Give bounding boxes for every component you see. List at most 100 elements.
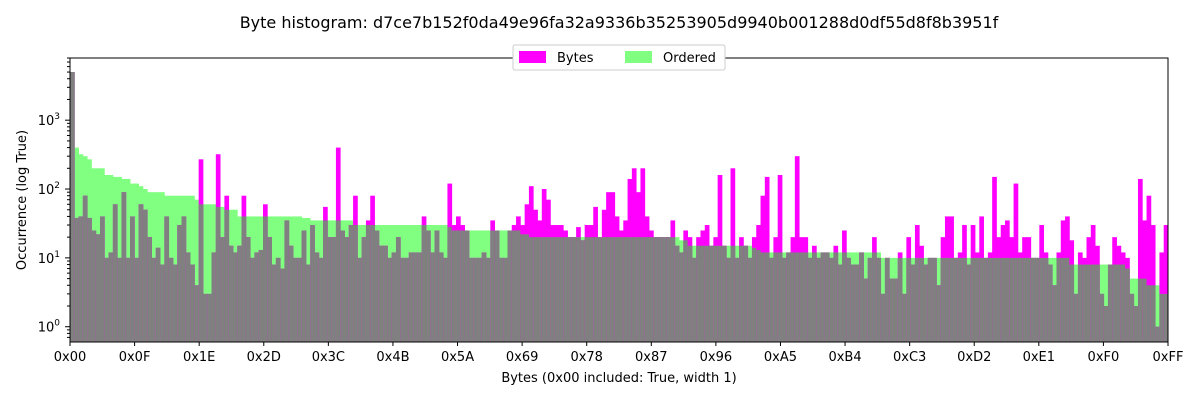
overlap-bar	[190, 264, 195, 342]
ordered-bar	[194, 199, 200, 342]
overlap-bar	[460, 230, 465, 342]
overlap-bar	[1073, 293, 1079, 342]
legend-swatch-ordered	[625, 51, 652, 63]
overlap-bar	[211, 252, 217, 342]
bytes-bar	[794, 156, 800, 342]
overlap-bar	[863, 278, 869, 342]
overlap-bar	[854, 264, 860, 342]
overlap-bar	[267, 237, 272, 342]
overlap-bar	[893, 278, 899, 342]
overlap-bar	[1013, 257, 1019, 342]
overlap-bar	[271, 264, 277, 342]
overlap-bar	[91, 230, 97, 342]
overlap-bar	[378, 245, 384, 342]
overlap-bar	[215, 206, 221, 342]
overlap-bar	[966, 264, 972, 342]
overlap-bar	[1043, 257, 1049, 342]
overlap-bar	[164, 216, 170, 342]
overlap-bar	[640, 237, 646, 342]
overlap-bar	[537, 237, 543, 342]
overlap-bar	[1005, 257, 1010, 342]
overlap-bar	[1030, 257, 1036, 342]
overlap-bar	[155, 247, 161, 342]
overlap-bar	[1155, 326, 1160, 342]
overlap-bar	[1137, 278, 1143, 342]
overlap-bar	[674, 245, 680, 342]
overlap-bar	[1052, 285, 1057, 342]
overlap-bar	[297, 257, 303, 342]
ordered-bar	[1103, 264, 1109, 342]
y-tick-label: 101	[38, 250, 60, 267]
overlap-bar	[859, 252, 864, 342]
bytes-bar	[1137, 178, 1143, 342]
overlap-bar	[914, 257, 920, 342]
overlap-bar	[957, 257, 963, 342]
overlap-bar	[507, 230, 513, 342]
overlap-bar	[245, 237, 251, 342]
overlap-bar	[421, 225, 427, 342]
legend: Bytes Ordered	[512, 44, 726, 71]
overlap-bar	[361, 237, 367, 342]
overlap-bar	[1133, 306, 1139, 342]
overlap-bar	[584, 237, 590, 342]
overlap-bar	[1120, 264, 1126, 342]
overlap-bar	[160, 264, 165, 342]
overlap-bar	[567, 237, 573, 342]
overlap-bar	[172, 264, 178, 342]
x-tick-label: 0x78	[570, 350, 603, 365]
legend-label-bytes: Bytes	[557, 51, 594, 66]
overlap-bar	[383, 245, 388, 342]
legend-label-ordered: Ordered	[663, 51, 716, 66]
chart-title: Byte histogram: d7ce7b152f0da49e96fa32a9…	[240, 13, 999, 32]
overlap-bar	[417, 252, 423, 342]
overlap-bar	[554, 237, 560, 342]
overlap-bar	[443, 257, 448, 342]
overlap-bar	[721, 245, 727, 342]
overlap-bar	[747, 257, 753, 342]
overlap-bar	[1000, 257, 1006, 342]
overlap-bar	[185, 252, 191, 342]
overlap-bar	[730, 245, 736, 342]
overlap-bar	[498, 257, 504, 342]
y-tick-label: 103	[38, 112, 60, 129]
x-tick-label: 0xB4	[828, 350, 861, 365]
overlap-bar	[1112, 264, 1117, 342]
overlap-bar	[237, 245, 242, 342]
overlap-bar	[979, 257, 984, 342]
overlap-bar	[121, 192, 127, 342]
overlap-bar	[962, 257, 967, 342]
x-tick-label: 0x0F	[119, 350, 151, 365]
overlap-bar	[807, 257, 813, 342]
overlap-bar	[889, 278, 894, 342]
overlap-bar	[940, 257, 946, 342]
overlap-bar	[400, 257, 405, 342]
overlap-bar	[365, 225, 371, 342]
overlap-bar	[927, 257, 933, 342]
overlap-bar	[970, 257, 976, 342]
overlap-bar	[777, 252, 783, 342]
overlap-bar	[936, 285, 942, 342]
overlap-bar	[850, 264, 856, 342]
overlap-bar	[588, 237, 594, 342]
bytes-bar	[1163, 225, 1169, 342]
overlap-bar	[275, 257, 281, 342]
overlap-bar	[974, 257, 980, 342]
overlap-bar	[550, 237, 556, 342]
overlap-bar	[649, 237, 654, 342]
overlap-bar	[194, 285, 200, 342]
overlap-bar	[619, 237, 624, 342]
overlap-bar	[74, 217, 79, 342]
overlap-bar	[558, 237, 564, 342]
overlap-bar	[717, 245, 723, 342]
overlap-bar	[293, 257, 298, 342]
overlap-bar	[842, 252, 847, 342]
overlap-bar	[413, 252, 418, 342]
overlap-bar	[258, 250, 264, 342]
overlap-bar	[494, 230, 500, 342]
overlap-bar	[880, 293, 886, 342]
overlap-bar	[932, 257, 937, 342]
overlap-bar	[528, 237, 534, 342]
overlap-bar	[142, 209, 148, 342]
overlap-bar	[250, 257, 255, 342]
